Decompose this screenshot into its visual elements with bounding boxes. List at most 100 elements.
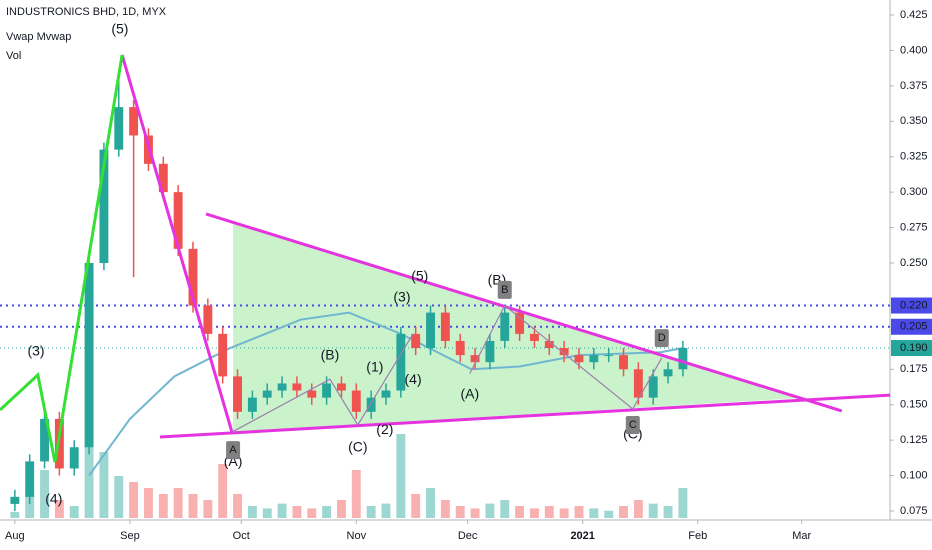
candle-body bbox=[396, 333, 406, 391]
volume-bar bbox=[188, 494, 198, 518]
volume-bar bbox=[633, 500, 643, 518]
volume-bar bbox=[351, 470, 361, 518]
volume-bar bbox=[322, 506, 332, 518]
volume-bar bbox=[515, 506, 525, 518]
volume-bar bbox=[604, 510, 614, 518]
candle-body bbox=[440, 312, 450, 341]
volume-bar bbox=[559, 508, 569, 518]
candle-body bbox=[25, 461, 35, 497]
point-label-box bbox=[226, 441, 241, 460]
candle-body bbox=[351, 390, 361, 412]
volume-bar bbox=[277, 503, 287, 518]
wave-label: (B) bbox=[321, 347, 340, 363]
candle-body bbox=[307, 390, 317, 398]
wave-label: (A) bbox=[461, 386, 480, 402]
candle-body bbox=[648, 376, 658, 398]
volume-bar bbox=[173, 488, 183, 518]
volume-bar bbox=[544, 506, 554, 518]
candle-body bbox=[203, 305, 213, 334]
candle-body bbox=[233, 376, 242, 412]
y-tick-label: 0.075 bbox=[900, 505, 928, 517]
volume-bar bbox=[203, 500, 213, 518]
candle-body bbox=[633, 369, 643, 398]
candle-body bbox=[678, 348, 688, 370]
plot: (5)(3)(4)(A)(B)(C)(1)(2)(3)(4)(5)(A)(B)(… bbox=[0, 21, 890, 518]
candle-body bbox=[604, 355, 614, 357]
volume-bar bbox=[426, 488, 435, 518]
point-label-box bbox=[497, 280, 512, 299]
volume-bar bbox=[114, 476, 124, 518]
point-label-box bbox=[654, 329, 669, 348]
x-tick-label: Dec bbox=[458, 530, 478, 542]
x-tick-label: Sep bbox=[120, 530, 140, 542]
volume-bar bbox=[99, 452, 109, 518]
volume-bar bbox=[336, 500, 346, 518]
x-tick-label: Nov bbox=[347, 530, 367, 542]
volume-bar bbox=[411, 494, 421, 518]
point-label-box bbox=[625, 415, 640, 434]
candle-body bbox=[426, 312, 435, 349]
candle-body bbox=[277, 383, 287, 391]
volume-bar bbox=[574, 506, 584, 518]
candle-body bbox=[84, 263, 94, 448]
candle-body bbox=[619, 355, 628, 370]
volume-bar bbox=[158, 494, 168, 518]
candle-body bbox=[500, 312, 510, 341]
volume-bar bbox=[233, 494, 242, 518]
volume-bar bbox=[381, 503, 391, 518]
candle-body bbox=[470, 355, 480, 363]
y-tick-label: 0.150 bbox=[900, 399, 928, 411]
candle-body bbox=[158, 163, 168, 193]
wave-label: (2) bbox=[376, 421, 393, 437]
volume-bar bbox=[440, 500, 450, 518]
point-label: A bbox=[229, 444, 237, 456]
volume-bar bbox=[648, 503, 658, 518]
candle-body bbox=[529, 333, 539, 341]
candle-body bbox=[336, 383, 346, 391]
candle-body bbox=[69, 447, 79, 469]
candle-body bbox=[114, 107, 124, 150]
candle-body bbox=[10, 496, 20, 504]
wave-label: (C) bbox=[348, 439, 367, 455]
candle-body bbox=[40, 418, 49, 462]
candle-body bbox=[544, 340, 554, 349]
volume-bar bbox=[529, 508, 539, 518]
y-tick-label: 0.175 bbox=[900, 363, 928, 375]
volume-bar bbox=[678, 488, 688, 518]
candle-body bbox=[247, 397, 257, 412]
volume-bar bbox=[396, 434, 406, 518]
volume-bar bbox=[218, 464, 228, 518]
point-label: D bbox=[658, 332, 666, 344]
candle-body bbox=[173, 192, 183, 249]
y-tick-label: 0.250 bbox=[900, 257, 928, 269]
candle-body bbox=[99, 149, 109, 263]
volume-bar bbox=[40, 470, 49, 518]
price-label-box bbox=[891, 297, 932, 314]
volume-bar bbox=[25, 494, 35, 518]
candle-body bbox=[381, 390, 391, 398]
y-tick-label: 0.400 bbox=[900, 44, 928, 56]
volume-bar bbox=[663, 506, 673, 518]
trendline bbox=[231, 333, 414, 433]
point-label: B bbox=[501, 284, 508, 296]
trendline bbox=[0, 54, 124, 463]
candle-body bbox=[366, 397, 376, 412]
volume-bar bbox=[69, 506, 79, 518]
volume-bar bbox=[455, 506, 465, 518]
x-tick-label: 2021 bbox=[570, 530, 594, 542]
candle-body bbox=[218, 333, 228, 377]
price-label-box bbox=[891, 340, 932, 357]
volume-bar bbox=[247, 506, 257, 518]
y-tick-label: 0.100 bbox=[900, 469, 928, 481]
volume-bar bbox=[366, 506, 376, 518]
candle-body bbox=[559, 348, 569, 356]
y-tick-label: 0.300 bbox=[900, 186, 928, 198]
volume-bar bbox=[589, 508, 599, 518]
wave-label: (3) bbox=[393, 289, 410, 305]
y-tick-label: 0.375 bbox=[900, 80, 928, 92]
volume-bar bbox=[10, 512, 20, 518]
price-label: 0.205 bbox=[900, 321, 928, 333]
price-label: 0.220 bbox=[900, 299, 928, 311]
volume-bar bbox=[307, 508, 317, 518]
wave-label: (4) bbox=[405, 371, 422, 387]
